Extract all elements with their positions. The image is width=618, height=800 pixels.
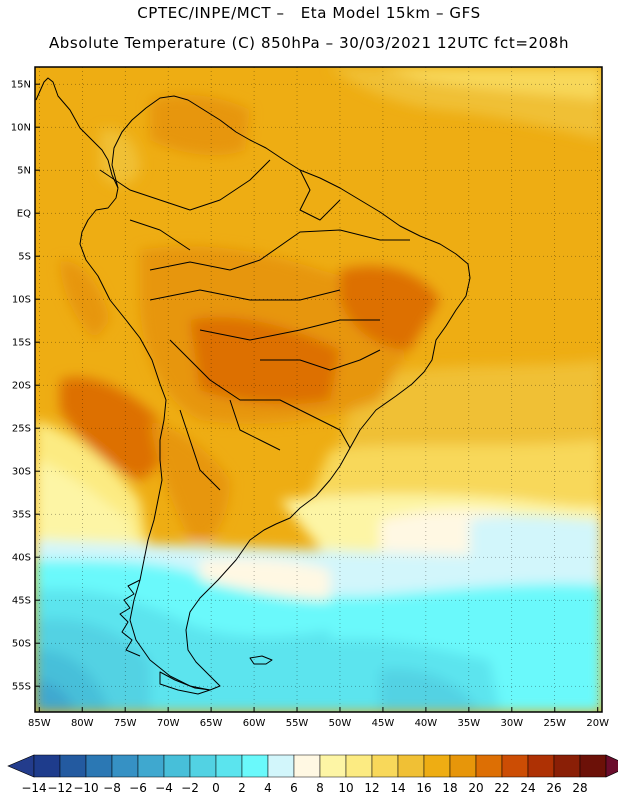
colorbar-swatch <box>163 754 191 778</box>
colorbar-over-triangle <box>605 754 618 778</box>
colorbar-label: 28 <box>572 781 587 795</box>
lat-label: 45S <box>12 596 31 607</box>
colorbar-swatch <box>423 754 451 778</box>
lon-label: 30W <box>500 718 523 729</box>
lat-lon-grid <box>35 67 602 712</box>
colorbar-swatch <box>33 754 61 778</box>
lat-label: 5N <box>17 166 31 177</box>
colorbar-label: 2 <box>238 781 246 795</box>
lat-label: 15N <box>11 80 31 91</box>
longitude-labels: 85W 80W 75W 70W 65W 60W 55W 50W 45W 40W 35W 30W 25W 2… <box>28 707 609 729</box>
colorbar-label: 8 <box>316 781 324 795</box>
colorbar-label: 10 <box>338 781 353 795</box>
colorbar-swatch <box>59 754 87 778</box>
colorbar-label: −14 <box>21 781 46 795</box>
lat-label: 20S <box>12 381 31 392</box>
lon-label: 20W <box>586 718 609 729</box>
lon-label: 50W <box>329 718 352 729</box>
colorbar-swatch <box>501 754 529 778</box>
lat-label: 30S <box>12 467 31 478</box>
colorbar-label: 20 <box>468 781 483 795</box>
lon-label: 75W <box>114 718 137 729</box>
colorbar-label: −10 <box>73 781 98 795</box>
colorbar-label: 6 <box>290 781 298 795</box>
latitude-labels: 15N 10N 5N EQ 5S 10S 15S 20S 25S 30S 35S 40S 45S 50S 5… <box>11 80 40 693</box>
colorbar-label: −8 <box>103 781 121 795</box>
colorbar-swatch <box>527 754 555 778</box>
map-frame <box>34 66 603 713</box>
colorbar-label: 24 <box>520 781 535 795</box>
colorbar-swatch <box>345 754 373 778</box>
colorbar-label: −6 <box>129 781 147 795</box>
map-field <box>35 67 602 712</box>
lon-label: 70W <box>157 718 180 729</box>
lat-label: 10S <box>12 295 31 306</box>
colorbar-label: 12 <box>364 781 379 795</box>
colorbar-swatch <box>111 754 139 778</box>
lon-label: 60W <box>243 718 266 729</box>
lat-label: 25S <box>12 424 31 435</box>
lon-label: 55W <box>286 718 309 729</box>
colorbar-swatch <box>397 754 425 778</box>
colorbar-swatch <box>371 754 399 778</box>
colorbar-label: 0 <box>212 781 220 795</box>
colorbar-swatch <box>475 754 503 778</box>
colorbar-label: −2 <box>181 781 199 795</box>
colorbar-swatch <box>189 754 217 778</box>
colorbar-label: 22 <box>494 781 509 795</box>
colorbar-label: 16 <box>416 781 431 795</box>
lon-label: 45W <box>372 718 395 729</box>
colorbar: −14 −12 −10 −8 −6 −4 −2 0 2 4 6 8 10 12 14 16 18 20 22 24 26… <box>7 754 618 795</box>
coastlines <box>35 77 471 695</box>
lon-label: 25W <box>543 718 566 729</box>
lon-label: 85W <box>28 718 51 729</box>
chart-title-line2: Absolute Temperature (C) 850hPa – 30/03/… <box>48 34 570 52</box>
colorbar-label: −4 <box>155 781 173 795</box>
lat-label: 50S <box>12 639 31 650</box>
colorbar-swatch <box>137 754 165 778</box>
lat-label: 40S <box>12 553 31 564</box>
lat-label: 10N <box>11 123 31 134</box>
colorbar-under-triangle <box>7 754 35 778</box>
lon-label: 80W <box>71 718 94 729</box>
colorbar-swatch <box>319 754 347 778</box>
colorbar-label: 14 <box>390 781 405 795</box>
lon-label: 35W <box>458 718 481 729</box>
lat-label: 5S <box>18 252 31 263</box>
colorbar-swatch <box>553 754 581 778</box>
lat-label: EQ <box>17 209 31 220</box>
colorbar-label: 26 <box>546 781 561 795</box>
colorbar-label: 4 <box>264 781 272 795</box>
lon-label: 65W <box>200 718 223 729</box>
colorbar-swatch <box>267 754 295 778</box>
colorbar-swatch <box>85 754 113 778</box>
colorbar-label: 18 <box>442 781 457 795</box>
lat-label: 55S <box>12 682 31 693</box>
colorbar-swatch <box>449 754 477 778</box>
colorbar-swatch <box>241 754 269 778</box>
lat-label: 35S <box>12 510 31 521</box>
chart-title-line1: CPTEC/INPE/MCT – Eta Model 15km – GFS <box>137 4 481 22</box>
colorbar-swatch <box>293 754 321 778</box>
lat-label: 15S <box>12 338 31 349</box>
colorbar-swatch <box>215 754 243 778</box>
colorbar-label: −12 <box>47 781 72 795</box>
lon-label: 40W <box>415 718 438 729</box>
colorbar-swatch <box>579 754 607 778</box>
